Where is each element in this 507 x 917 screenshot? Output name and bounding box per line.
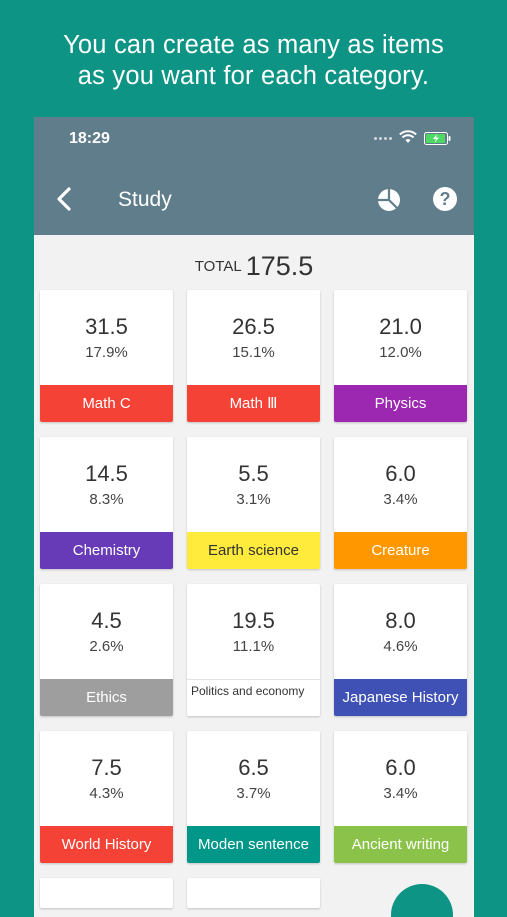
status-bar: 18:29 xyxy=(34,117,474,161)
category-card[interactable]: 5.5 3.1% Earth science xyxy=(187,437,320,569)
total-summary: TOTAL 175.5 xyxy=(34,251,474,282)
app-bar: Study ? xyxy=(34,161,474,235)
category-value: 4.5 xyxy=(91,608,122,633)
total-value: 175.5 xyxy=(245,251,314,281)
headline: You can create as many as items as you w… xyxy=(0,30,507,92)
category-card[interactable]: 6.0 3.4% Creature xyxy=(334,437,467,569)
category-percent: 4.3% xyxy=(89,785,124,802)
category-percent: 3.7% xyxy=(236,785,271,802)
add-category-button[interactable] xyxy=(391,884,453,917)
category-label: Math Ⅲ xyxy=(187,385,320,422)
category-card[interactable]: 6.5 3.7% Moden sentence xyxy=(187,731,320,863)
category-value: 8.0 xyxy=(385,608,416,633)
category-value: 6.5 xyxy=(238,755,269,780)
category-card[interactable]: 31.5 17.9% Math C xyxy=(40,290,173,422)
category-label: Ethics xyxy=(40,679,173,716)
help-icon[interactable]: ? xyxy=(433,187,457,211)
category-card[interactable]: 6.0 3.4% Ancient writing xyxy=(334,731,467,863)
total-label: TOTAL xyxy=(194,258,242,275)
category-value: 5.5 xyxy=(238,461,269,486)
phone-screen: 18:29 Study ? TOTAL 175.5 31.5 17.9% xyxy=(34,117,474,917)
category-value: 6.0 xyxy=(385,461,416,486)
category-label: Ancient writing xyxy=(334,826,467,863)
battery-charging-icon xyxy=(424,132,451,145)
headline-line-2: as you want for each category. xyxy=(77,62,430,90)
category-label: Earth science xyxy=(187,532,320,569)
category-percent: 3.1% xyxy=(236,491,271,508)
page-title: Study xyxy=(118,188,172,211)
category-value: 31.5 xyxy=(85,314,128,339)
category-label: Japanese History xyxy=(334,679,467,716)
category-percent: 8.3% xyxy=(89,491,124,508)
category-label: Chemistry xyxy=(40,532,173,569)
back-icon[interactable] xyxy=(56,187,72,211)
category-percent: 17.9% xyxy=(85,344,128,361)
category-card[interactable]: 14.5 8.3% Chemistry xyxy=(40,437,173,569)
category-card[interactable]: 4.5 2.6% Ethics xyxy=(40,584,173,716)
headline-line-1: You can create as many as items xyxy=(63,31,444,59)
category-percent: 11.1% xyxy=(232,638,275,655)
category-value: 7.5 xyxy=(91,755,122,780)
pie-chart-icon[interactable] xyxy=(377,188,401,212)
category-percent: 12.0% xyxy=(379,344,422,361)
category-percent: 15.1% xyxy=(232,344,275,361)
category-card-partial[interactable] xyxy=(187,878,320,908)
category-value: 14.5 xyxy=(85,461,128,486)
signal-icon xyxy=(374,137,392,140)
category-label: Politics and economy xyxy=(187,679,320,716)
category-card[interactable]: 7.5 4.3% World History xyxy=(40,731,173,863)
category-label: Creature xyxy=(334,532,467,569)
category-card[interactable]: 21.0 12.0% Physics xyxy=(334,290,467,422)
category-percent: 3.4% xyxy=(383,491,418,508)
category-value: 19.5 xyxy=(232,608,275,633)
category-label: Math C xyxy=(40,385,173,422)
category-label: World History xyxy=(40,826,173,863)
category-card[interactable]: 26.5 15.1% Math Ⅲ xyxy=(187,290,320,422)
category-label: Physics xyxy=(334,385,467,422)
category-label: Moden sentence xyxy=(187,826,320,863)
category-card[interactable]: 19.5 11.1% Politics and economy xyxy=(187,584,320,716)
category-percent: 4.6% xyxy=(383,638,418,655)
category-card-partial[interactable] xyxy=(40,878,173,908)
category-value: 21.0 xyxy=(379,314,422,339)
category-percent: 2.6% xyxy=(89,638,124,655)
category-percent: 3.4% xyxy=(383,785,418,802)
status-time: 18:29 xyxy=(69,130,110,147)
category-value: 6.0 xyxy=(385,755,416,780)
category-value: 26.5 xyxy=(232,314,275,339)
category-card[interactable]: 8.0 4.6% Japanese History xyxy=(334,584,467,716)
wifi-icon xyxy=(399,130,417,143)
